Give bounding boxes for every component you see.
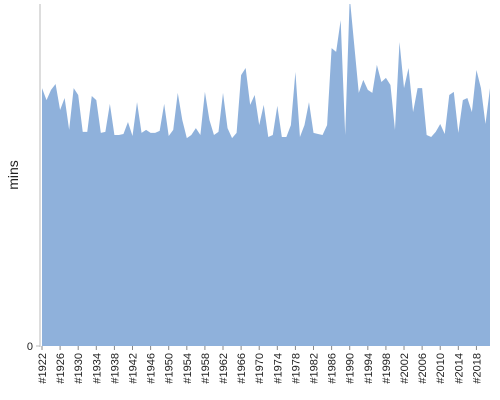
x-tick-label: #1934 [91, 353, 103, 384]
area [42, 4, 490, 346]
y-tick-label: 0 [27, 341, 33, 353]
x-tick-label: #2010 [435, 353, 447, 384]
x-tick-label: #2014 [453, 353, 465, 384]
x-tick-label: #1986 [327, 353, 339, 384]
x-tick-label: #1926 [55, 353, 67, 384]
x-tick-label: #1974 [272, 353, 284, 384]
x-tick-label: #1962 [218, 353, 230, 384]
x-tick-label: #1950 [164, 353, 176, 384]
x-tick-label: #1938 [109, 353, 121, 384]
x-tick-label: #1958 [200, 353, 212, 384]
y-axis-label: mins [5, 160, 21, 190]
x-tick-label: #1998 [381, 353, 393, 384]
x-tick-label: #1942 [128, 353, 140, 384]
x-tick-label: #1990 [345, 353, 357, 384]
x-tick-label: #1978 [290, 353, 302, 384]
x-tick-label: #2006 [417, 353, 429, 384]
x-tick-label: #1930 [73, 353, 85, 384]
x-tick-label: #1946 [146, 353, 158, 384]
x-tick-label: #1966 [236, 353, 248, 384]
x-tick-label: #1970 [254, 353, 266, 384]
x-tick-label: #1954 [182, 353, 194, 384]
x-tick-label: #2018 [471, 353, 483, 384]
x-tick-label: #2002 [399, 353, 411, 384]
x-tick-label: #1994 [363, 353, 375, 384]
x-tick-label: #1982 [309, 353, 321, 384]
x-tick-label: #1922 [37, 353, 49, 384]
